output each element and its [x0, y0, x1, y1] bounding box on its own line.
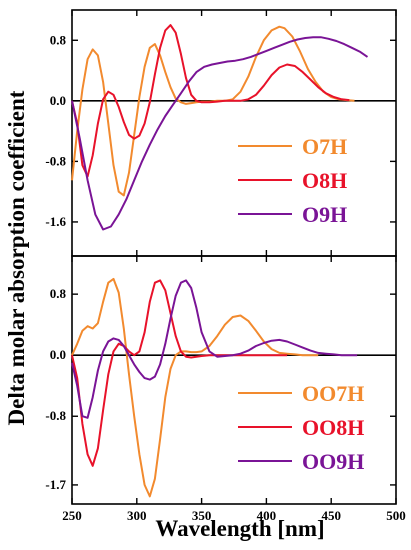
x-tick-label: 300 — [127, 508, 147, 523]
series-line-OO9H — [71, 279, 358, 419]
bottom-panel-frame — [71, 255, 397, 505]
y-tick-label: -0.8 — [45, 408, 66, 423]
x-tick-label: 400 — [257, 508, 277, 523]
panel-bottom: 0.8 0.0 -0.8 -1.7 250 300 350 400 450 500 OO7H OO8H… — [45, 256, 406, 523]
x-tick-label: 350 — [192, 508, 212, 523]
x-tick-label: 250 — [62, 508, 82, 523]
y-tick-label: -1.7 — [45, 477, 66, 492]
series-line-O9H — [71, 36, 369, 231]
y-tick-label: -1.6 — [45, 214, 66, 229]
legend-label-OO7H: OO7H — [302, 381, 364, 406]
x-tick-label: 500 — [386, 508, 406, 523]
series-line-O8H — [71, 24, 350, 178]
legend-label-OO8H: OO8H — [302, 415, 364, 440]
series-line-OO8H — [71, 279, 288, 467]
x-tick-label: 450 — [321, 508, 341, 523]
legend-label-O8H: O8H — [302, 168, 347, 193]
legend-label-OO9H: OO9H — [302, 449, 364, 474]
panels-group: 0.8 0.0 -0.8 -1.6 O7H O8H O9H 0.8 0.0 -0.8 -1.7 250… — [45, 10, 406, 523]
x-axis-title: Wavelength [nm] — [155, 516, 324, 541]
legend-label-O7H: O7H — [302, 134, 347, 159]
y-axis-title: Delta molar absorption coefficient — [4, 90, 29, 425]
y-tick-label: 0.8 — [50, 286, 67, 301]
y-tick-label: 0.0 — [50, 347, 66, 362]
y-tick-label: 0.8 — [50, 32, 67, 47]
series-line-OO7H — [71, 277, 319, 498]
panel-top: 0.8 0.0 -0.8 -1.6 O7H O8H O9H — [45, 10, 397, 256]
y-tick-label: 0.0 — [50, 93, 66, 108]
y-tick-label: -0.8 — [45, 153, 66, 168]
series-line-O7H — [71, 25, 355, 197]
top-panel-frame — [71, 9, 397, 257]
legend-label-O9H: O9H — [302, 202, 347, 227]
